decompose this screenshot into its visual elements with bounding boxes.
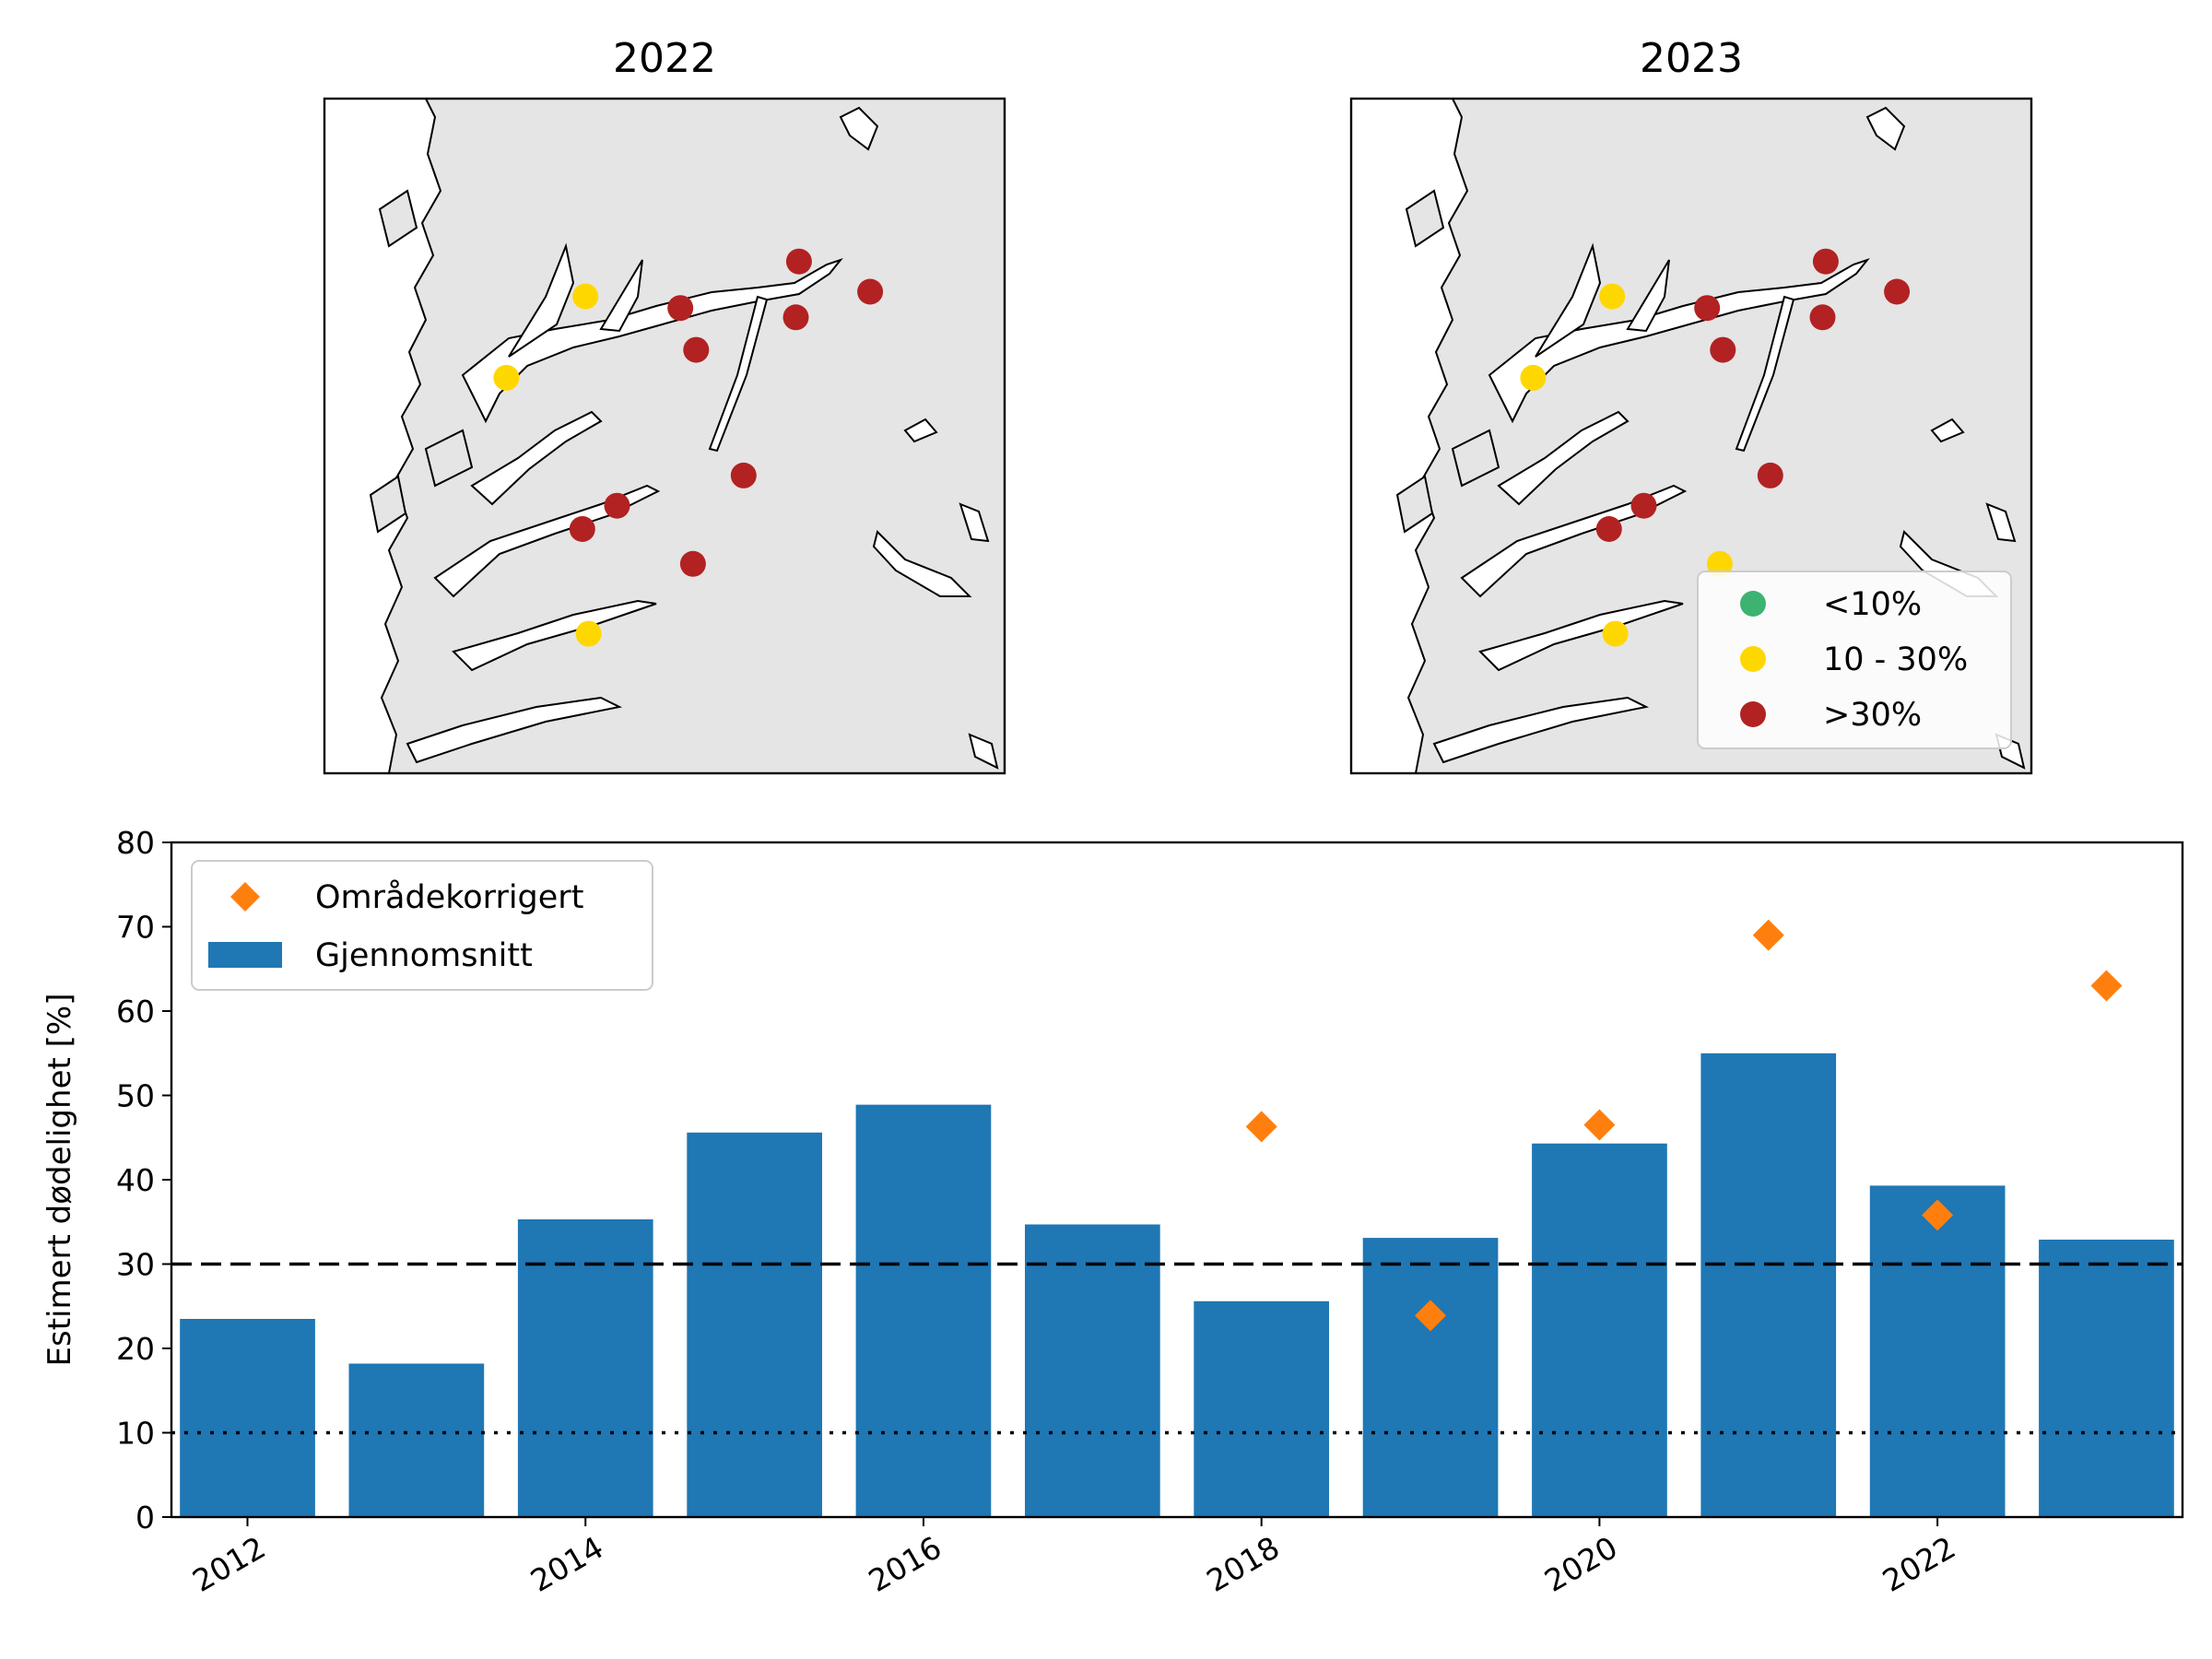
site-marker-mid [1706,550,1733,577]
corrected-marker-2022 [1922,1199,1954,1231]
map-title: 2022 [613,35,716,82]
site-marker-high [683,336,710,363]
bar-2022 [1869,1185,2006,1517]
site-marker-high [569,516,595,542]
x-tick-label: 2020 [1538,1529,1623,1599]
site-marker-mid [493,364,520,391]
y-tick-label: 60 [116,994,155,1030]
site-marker-high [1630,492,1657,519]
map-panel-2022: 2022 [323,35,1006,775]
bar-2023 [2039,1240,2174,1517]
y-tick-label: 30 [116,1247,155,1283]
site-markers [493,248,884,647]
y-tick-label: 40 [116,1162,155,1198]
legend-label-average: Gjennomsnitt [315,937,533,974]
bars [180,1053,2174,1518]
x-tick-label: 2018 [1200,1529,1285,1599]
legend-marker-low [1740,591,1766,617]
corrected-markers [1245,919,2123,1332]
site-marker-high [1812,248,1839,275]
legend-label-low: <10% [1823,586,1922,623]
site-marker-high [604,492,630,519]
site-marker-high [1694,295,1721,322]
x-tick-label: 2022 [1877,1529,1961,1599]
site-marker-mid [1599,283,1626,310]
site-marker-high [785,248,812,275]
site-marker-high [730,462,757,488]
chart-legend: Områdekorrigert Gjennomsnitt [191,860,653,991]
legend-swatch-bar [208,942,282,968]
site-marker-high [679,550,706,577]
legend-marker-mid [1740,646,1766,672]
y-tick-label: 50 [116,1078,155,1114]
site-marker-mid [575,620,602,647]
legend-box [1697,571,2012,749]
bar-2021 [1700,1053,1837,1518]
x-tick-label: 2012 [186,1529,271,1599]
site-marker-high [1884,278,1911,305]
bar-2019 [1362,1238,1499,1517]
map-frame [323,97,1006,775]
threshold-lines [171,1262,2183,1435]
bar-2020 [1532,1143,1667,1517]
bar-2018 [1194,1300,1329,1517]
site-marker-high [667,295,694,322]
corrected-marker-2021 [1752,919,1784,951]
corrected-marker-2019 [1415,1300,1447,1332]
bar-2013 [348,1363,485,1517]
site-marker-mid [1520,364,1547,391]
map-panel-2023: 2023 <10% 10 - 30% >30% [1349,35,2033,775]
bar-2016 [855,1104,992,1517]
y-axis-label: Estimert dødelighet [%] [41,994,78,1367]
x-axis-ticks: 2012 2014 2016 2018 2020 2022 [186,1517,1961,1599]
x-tick-label: 2014 [524,1529,609,1599]
y-axis-ticks: 0 10 20 30 40 50 60 70 80 [116,825,171,1535]
y-tick-label: 0 [135,1500,155,1535]
site-marker-high [1595,516,1622,542]
bar-2014 [517,1219,653,1517]
legend-label-corrected: Områdekorrigert [315,878,583,916]
legend-box [191,860,653,991]
site-marker-mid [1602,620,1629,647]
x-tick-label: 2016 [863,1529,947,1599]
bar-2012 [180,1319,315,1517]
legend-marker-high [1740,701,1766,727]
site-marker-high [1809,304,1836,331]
y-tick-label: 80 [116,825,155,861]
site-marker-mid [572,283,599,310]
y-tick-label: 20 [116,1331,155,1367]
map-title: 2023 [1640,35,1743,82]
y-tick-label: 70 [116,910,155,946]
bar-2017 [1025,1224,1160,1517]
legend-marker-diamond [230,882,260,912]
site-marker-high [782,304,809,331]
corrected-marker-2023 [2090,970,2123,1002]
map-legend: <10% 10 - 30% >30% [1697,571,2012,749]
site-marker-high [1757,462,1783,488]
legend-label-high: >30% [1823,697,1922,734]
site-marker-high [1710,336,1736,363]
legend-label-mid: 10 - 30% [1823,641,1968,678]
site-marker-high [857,278,884,305]
site-markers [1520,248,1911,647]
corrected-marker-2020 [1583,1109,1616,1141]
y-tick-label: 10 [116,1416,155,1452]
bar-2015 [687,1132,822,1517]
map-frame [1349,97,2033,775]
corrected-marker-2018 [1245,1111,1277,1143]
